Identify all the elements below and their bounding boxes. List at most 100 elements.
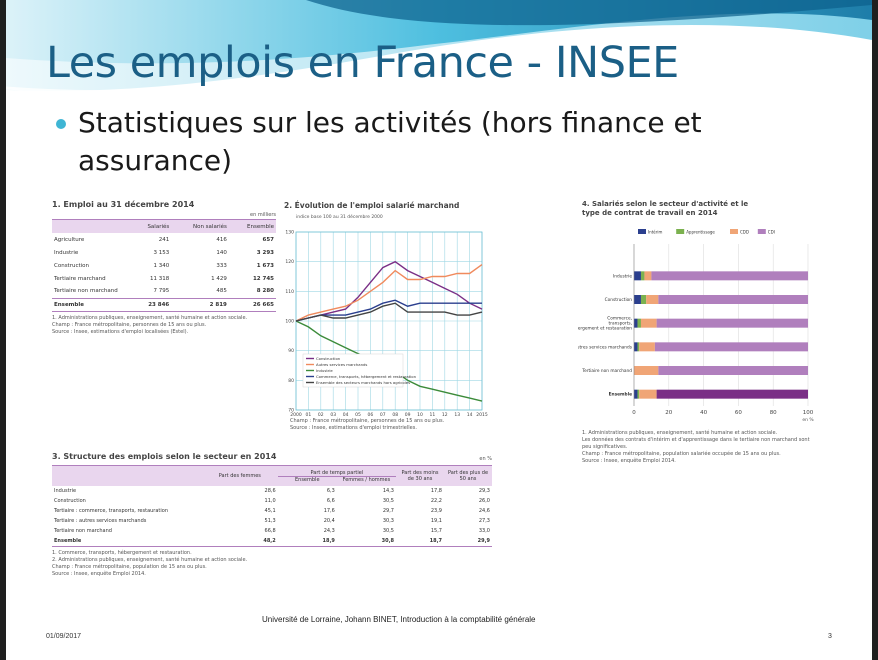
- table-row: Industrie 28,6 6,3 14,3 17,8 29,3: [52, 486, 492, 496]
- chart4-bar-segment: [656, 389, 808, 399]
- cell: 3 153: [153, 249, 170, 256]
- table3-header-row: Part des femmes Part de temps partiel En…: [52, 466, 492, 486]
- chart2-x-tick-label: 2015: [476, 412, 488, 418]
- cell: 29,3: [478, 488, 490, 494]
- chart2-x-tick-label: 11: [430, 412, 436, 418]
- table3-header: Part des plus de 50 ans: [447, 470, 489, 482]
- bullet-text: Statistiques sur les activités (hors fin…: [78, 106, 702, 177]
- chart2-y-tick-label: 110: [285, 289, 294, 295]
- row-label: Industrie: [54, 488, 77, 494]
- chart4-x-tick-label: 40: [700, 410, 707, 416]
- chart2-x-tick-label: 12: [442, 412, 448, 418]
- chart2-title: 2. Évolution de l'emploi salarié marchan…: [284, 201, 459, 210]
- cell: 29,9: [477, 537, 490, 544]
- cell: 23,9: [430, 508, 442, 514]
- table3-header: Part des femmes: [218, 473, 261, 479]
- table-row: Agriculture 241 416 657: [52, 233, 276, 246]
- table1-unit: en milliers: [250, 212, 276, 218]
- cell: 17,6: [323, 508, 335, 514]
- table1-header: Non salariés: [192, 223, 227, 230]
- chart4-category-label-line: Industrie: [613, 273, 632, 279]
- row-label: Tertiaire marchand: [54, 275, 106, 282]
- chart2-legend-label: Commerce, transports, hébergement et res…: [316, 374, 417, 379]
- chart4-panel: 4. Salariés selon le secteur d'activité …: [578, 196, 824, 496]
- chart2-x-tick-label: 08: [392, 412, 398, 418]
- chart2-line-chart: 2. Évolution de l'emploi salarié marchan…: [284, 201, 488, 418]
- chart4-category-label-line: hébergement et restauration: [578, 325, 632, 332]
- chart2-series-line: [295, 264, 483, 322]
- chart4-note: Les données des contrats d'intérim et d'…: [582, 437, 810, 450]
- chart2-series-line: [295, 299, 482, 322]
- table3-note: Champ : France métropolitaine, populatio…: [52, 563, 207, 570]
- chart4-note: 1. Administrations publiques, enseigneme…: [582, 430, 778, 436]
- chart4-legend-label: Intérim: [648, 230, 663, 235]
- chart4-category-label-line: Commerce,: [607, 316, 632, 322]
- row-label: Tertiaire non marchand: [54, 528, 112, 534]
- cell: 1 673: [256, 262, 274, 269]
- chart4-title: 4. Salariés selon le secteur d'activité …: [582, 200, 748, 217]
- table-row: Tertiaire non marchand 7 795 485 8 280: [52, 285, 276, 298]
- cell: 45,1: [264, 508, 276, 514]
- chart2-x-tick-label: 2000: [290, 412, 302, 418]
- cell: 33,0: [478, 528, 490, 534]
- chart2-y-tick-label: 130: [285, 230, 294, 236]
- chart4-bar-segment: [646, 295, 659, 304]
- cell: 30,5: [382, 498, 394, 504]
- chart2-series-line: [295, 260, 483, 322]
- table1-header-row: Salariés Non salariés Ensemble: [52, 220, 276, 233]
- row-label: Tertiaire : autres services marchands: [54, 518, 147, 524]
- cell: 3 293: [256, 249, 274, 256]
- chart4-bar-segment: [634, 389, 638, 399]
- chart4-category-label-line: Construction: [605, 297, 633, 303]
- chart4-bar-segment: [658, 295, 808, 304]
- table-row: Tertiaire marchand 11 318 1 429 12 745: [52, 272, 276, 285]
- chart4-category-label-line: Ensemble: [609, 392, 632, 398]
- row-label: Construction: [54, 498, 86, 504]
- cell: 23 846: [148, 301, 170, 308]
- chart2-x-tick-label: 01: [306, 412, 312, 418]
- row-label: Ensemble: [54, 301, 84, 308]
- chart4-note: Champ : France métropolitaine, populatio…: [582, 451, 781, 457]
- chart2-y-tick-label: 80: [288, 378, 294, 384]
- cell: 51,3: [264, 518, 276, 524]
- table1-note: 1. Administrations publiques, enseigneme…: [52, 314, 248, 321]
- chart4-legend-label: Apprentissage: [686, 230, 715, 235]
- cell: 29,7: [382, 508, 394, 514]
- chart4-category-label: Autres services marchands: [578, 344, 633, 350]
- chart4-bar-segment: [656, 318, 808, 328]
- cell: 15,7: [430, 528, 442, 534]
- chart2-panel: 2. Évolution de l'emploi salarié marchan…: [282, 200, 492, 440]
- chart4-bar-segment: [639, 389, 657, 399]
- cell: 7 795: [153, 288, 170, 295]
- chart4-legend-swatch: [757, 229, 766, 234]
- chart4-category-label: Industrie: [613, 273, 632, 279]
- chart4-bar-segment: [637, 342, 640, 352]
- row-label: Industrie: [54, 249, 79, 256]
- chart2-x-tick-label: 09: [405, 412, 411, 418]
- chart2-x-tick-label: 03: [330, 412, 336, 418]
- chart4-legend-label: CDI: [768, 230, 775, 235]
- chart4-x-tick-label: 60: [735, 410, 742, 416]
- chart4-bar-segment: [640, 295, 647, 304]
- chart4-bar-segment: [651, 271, 808, 281]
- chart4-category-label-line: transports,: [609, 321, 632, 327]
- cell: 22,2: [430, 498, 442, 504]
- table3: Part des femmes Part de temps partiel En…: [52, 466, 492, 547]
- chart2-legend-box: [302, 353, 404, 388]
- chart2-y-tick-label: 70: [288, 408, 294, 414]
- chart2-note: Source : Insee, estimations d'emploi tri…: [290, 425, 417, 431]
- cell: 1 429: [211, 275, 227, 282]
- row-label: Tertiaire : commerce, transports, restau…: [54, 508, 169, 514]
- cell: 30,3: [382, 518, 394, 524]
- table3-group-header: Part de temps partiel: [277, 470, 396, 477]
- table-row-total: Ensemble 23 846 2 819 26 665: [52, 298, 276, 311]
- table1-panel: 1. Emploi au 31 décembre 2014 en millier…: [52, 200, 276, 336]
- table-row: Tertiaire : autres services marchands 51…: [52, 516, 492, 526]
- bullet-marker: [56, 119, 66, 129]
- table3-panel: 3. Structure des emplois selon le secteu…: [52, 452, 492, 578]
- chart4-x-tick-label: 0: [632, 410, 636, 416]
- cell: 27,3: [478, 518, 490, 524]
- cell: 416: [216, 236, 227, 243]
- cell: 14,3: [382, 488, 394, 494]
- cell: 18,9: [322, 537, 335, 544]
